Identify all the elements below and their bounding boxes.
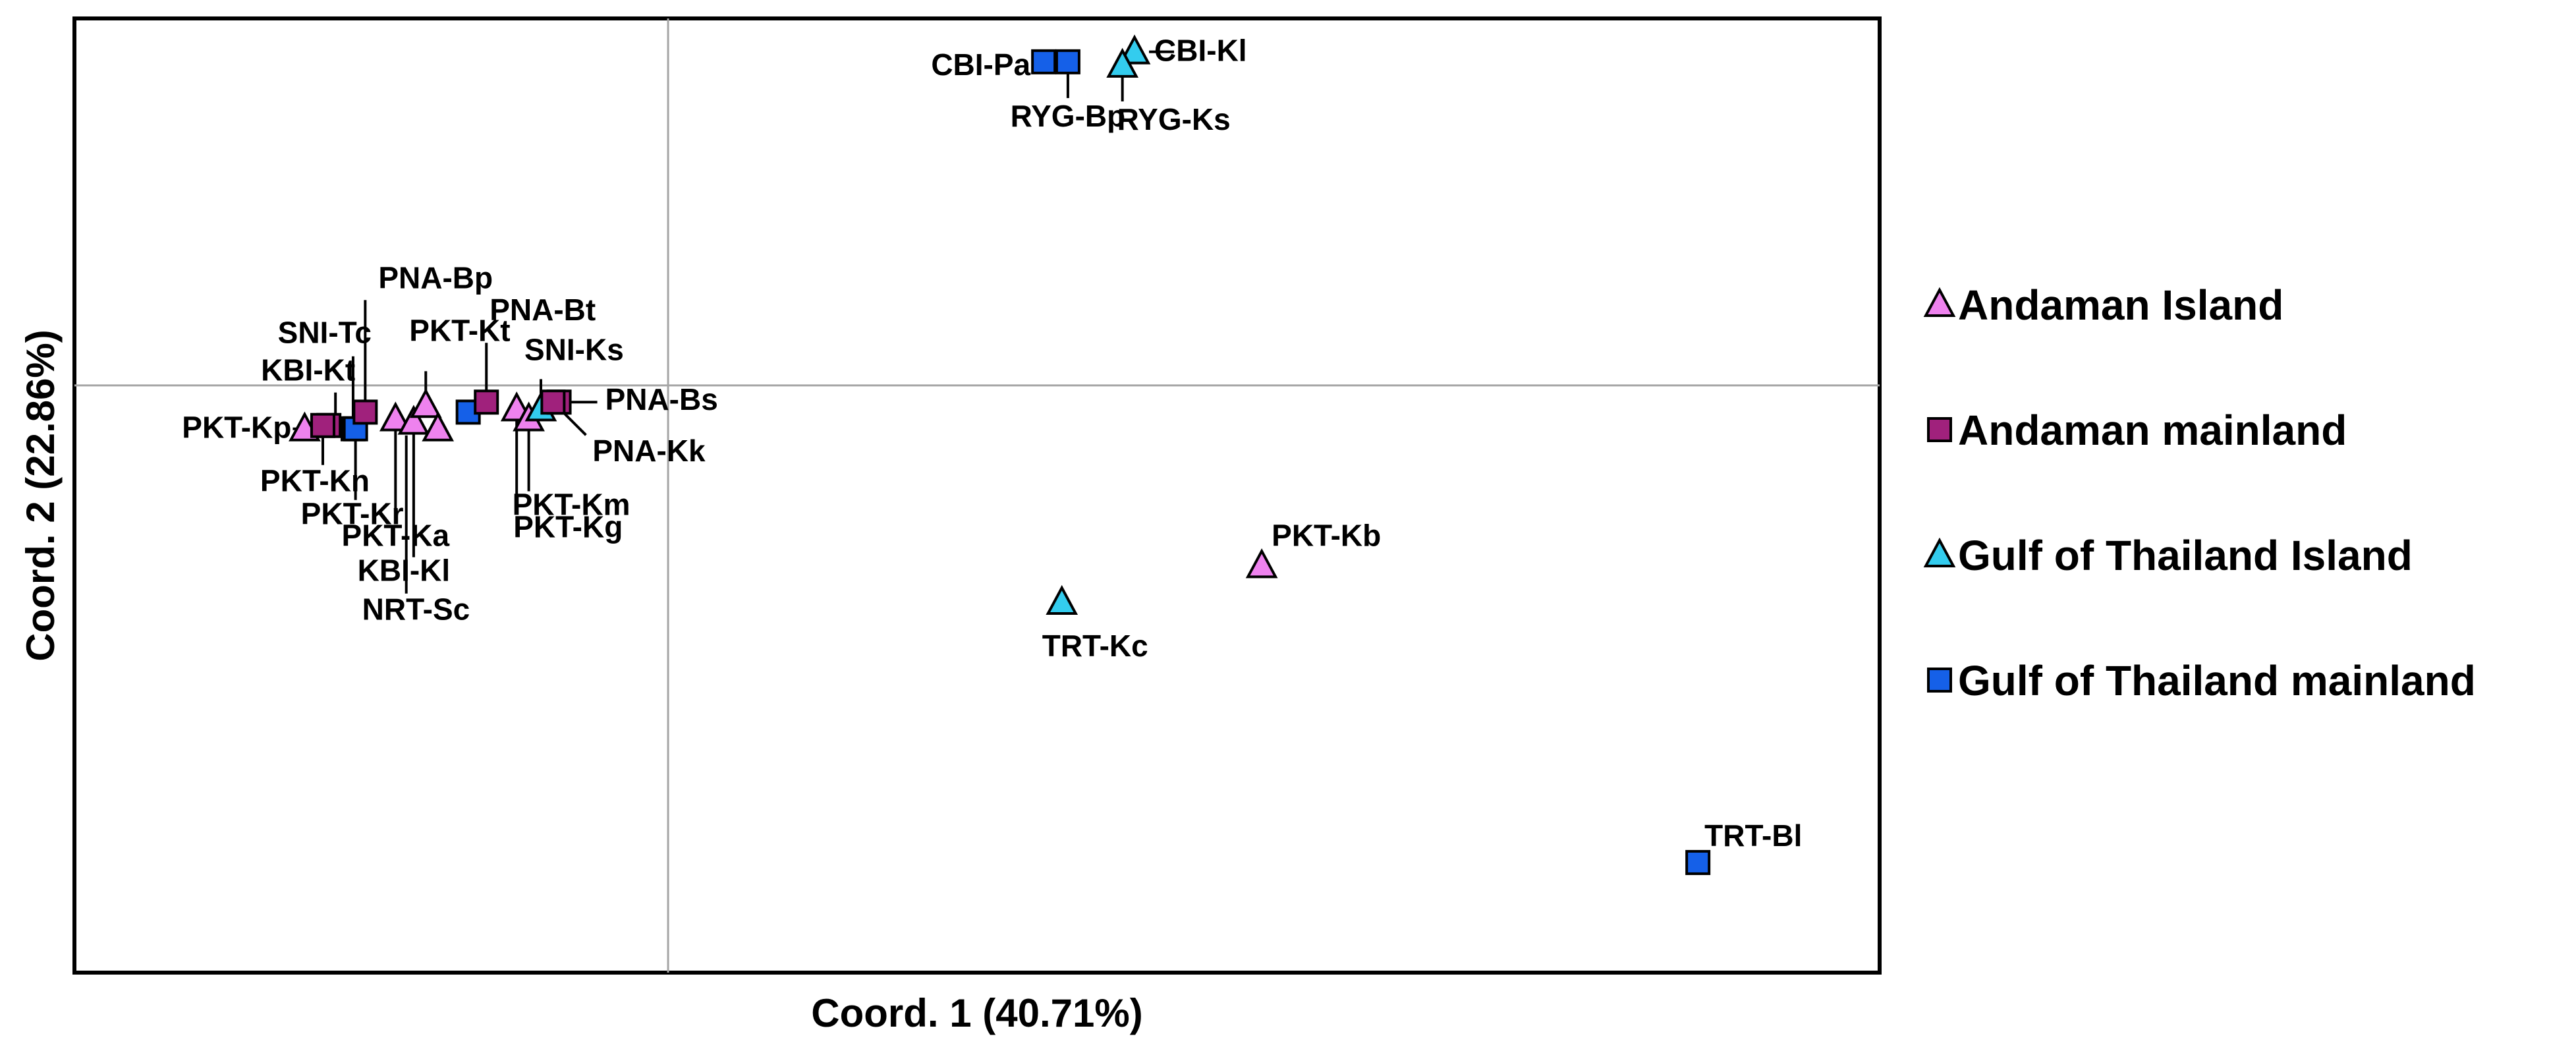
- point-label-kbi-kl: KBI-Kl: [358, 554, 451, 588]
- plot-area: [72, 16, 1882, 975]
- legend-label-gulf-of-thailand-island: Gulf of Thailand Island: [1958, 532, 2413, 579]
- point-label-nrt-sc: NRT-Sc: [362, 592, 470, 627]
- point-label-pkt-kp: PKT-Kp: [182, 411, 291, 445]
- point-kbi-kl: [397, 405, 430, 435]
- point-pkt-kn: [310, 413, 335, 438]
- point-pkt-kt: [409, 388, 442, 418]
- point-labels: CBI-Pa RYG-Bp CBI-Kl RYG-Ks PKT-Kp KBI-Kt PKT-…: [182, 34, 1802, 853]
- point-trt-kc: [1046, 584, 1078, 615]
- point-label-ryg-ks: RYG-Ks: [1117, 102, 1231, 136]
- point-label-kbi-kt: KBI-Kt: [261, 353, 355, 387]
- point-label-ryg-bp: RYG-Bp: [1011, 99, 1126, 133]
- point-pna-bp: [352, 399, 378, 425]
- legend-label-andaman-island: Andaman Island: [1958, 281, 2283, 329]
- x-axis-title: Coord. 1 (40.71%): [811, 991, 1142, 1035]
- y-axis-title: Coord. 2 (22.86%): [18, 329, 63, 661]
- point-label-pkt-kb: PKT-Kb: [1272, 518, 1381, 552]
- point-pna-bt: [474, 389, 499, 415]
- point-pna-kk: [540, 389, 566, 415]
- point-label-pna-bs: PNA-Bs: [605, 382, 718, 416]
- point-trt-bl: [1685, 849, 1711, 875]
- legend-label-gulf-of-thailand-mainland: Gulf of Thailand mainland: [1958, 657, 2476, 704]
- leader-pna-kk: [563, 413, 587, 436]
- point-cbi-pa: [1031, 49, 1057, 74]
- point-label-pkt-kg: PKT-Kg: [513, 509, 623, 544]
- point-ryg-ks: [1106, 47, 1139, 78]
- legend: Andaman Island Andaman mainland Gulf of Th…: [1923, 281, 2476, 704]
- legend-marker-gulf-of-thailand-mainland: [1927, 668, 1952, 693]
- point-label-cbi-pa: CBI-Pa: [931, 47, 1030, 82]
- point-label-pkt-km: PKT-Km: [513, 488, 630, 522]
- point-nrt-sc: [422, 411, 455, 441]
- point-label-pna-kk: PNA-Kk: [592, 434, 706, 468]
- point-label-sni-ks: SNI-Ks: [524, 332, 624, 366]
- point-label-pna-bt: PNA-Bt: [490, 293, 596, 327]
- point-ryg-bp: [1055, 49, 1080, 74]
- point-label-pkt-ka: PKT-Ka: [342, 519, 450, 553]
- point-label-sni-tc: SNI-Tc: [278, 316, 372, 350]
- point-label-pna-bp: PNA-Bp: [378, 260, 493, 295]
- point-label-pkt-kr: PKT-Kr: [301, 497, 404, 531]
- legend-marker-gulf-of-thailand-island: [1923, 537, 1956, 567]
- point-pkt-kb: [1245, 548, 1278, 579]
- point-label-trt-kc: TRT-Kc: [1042, 629, 1148, 663]
- legend-label-andaman-mainland: Andaman mainland: [1958, 407, 2347, 454]
- point-label-trt-bl: TRT-Bl: [1704, 818, 1802, 853]
- point-label-pkt-kn: PKT-Kn: [260, 464, 370, 498]
- data-points: [289, 34, 1711, 875]
- legend-marker-andaman-mainland: [1927, 417, 1952, 442]
- point-label-cbi-kl: CBI-Kl: [1154, 34, 1247, 68]
- point-label-pkt-kt: PKT-Kt: [409, 313, 510, 347]
- point-cbi-kl: [1118, 34, 1151, 65]
- point-pkt-ka: [379, 401, 412, 432]
- legend-marker-andaman-island: [1923, 287, 1956, 317]
